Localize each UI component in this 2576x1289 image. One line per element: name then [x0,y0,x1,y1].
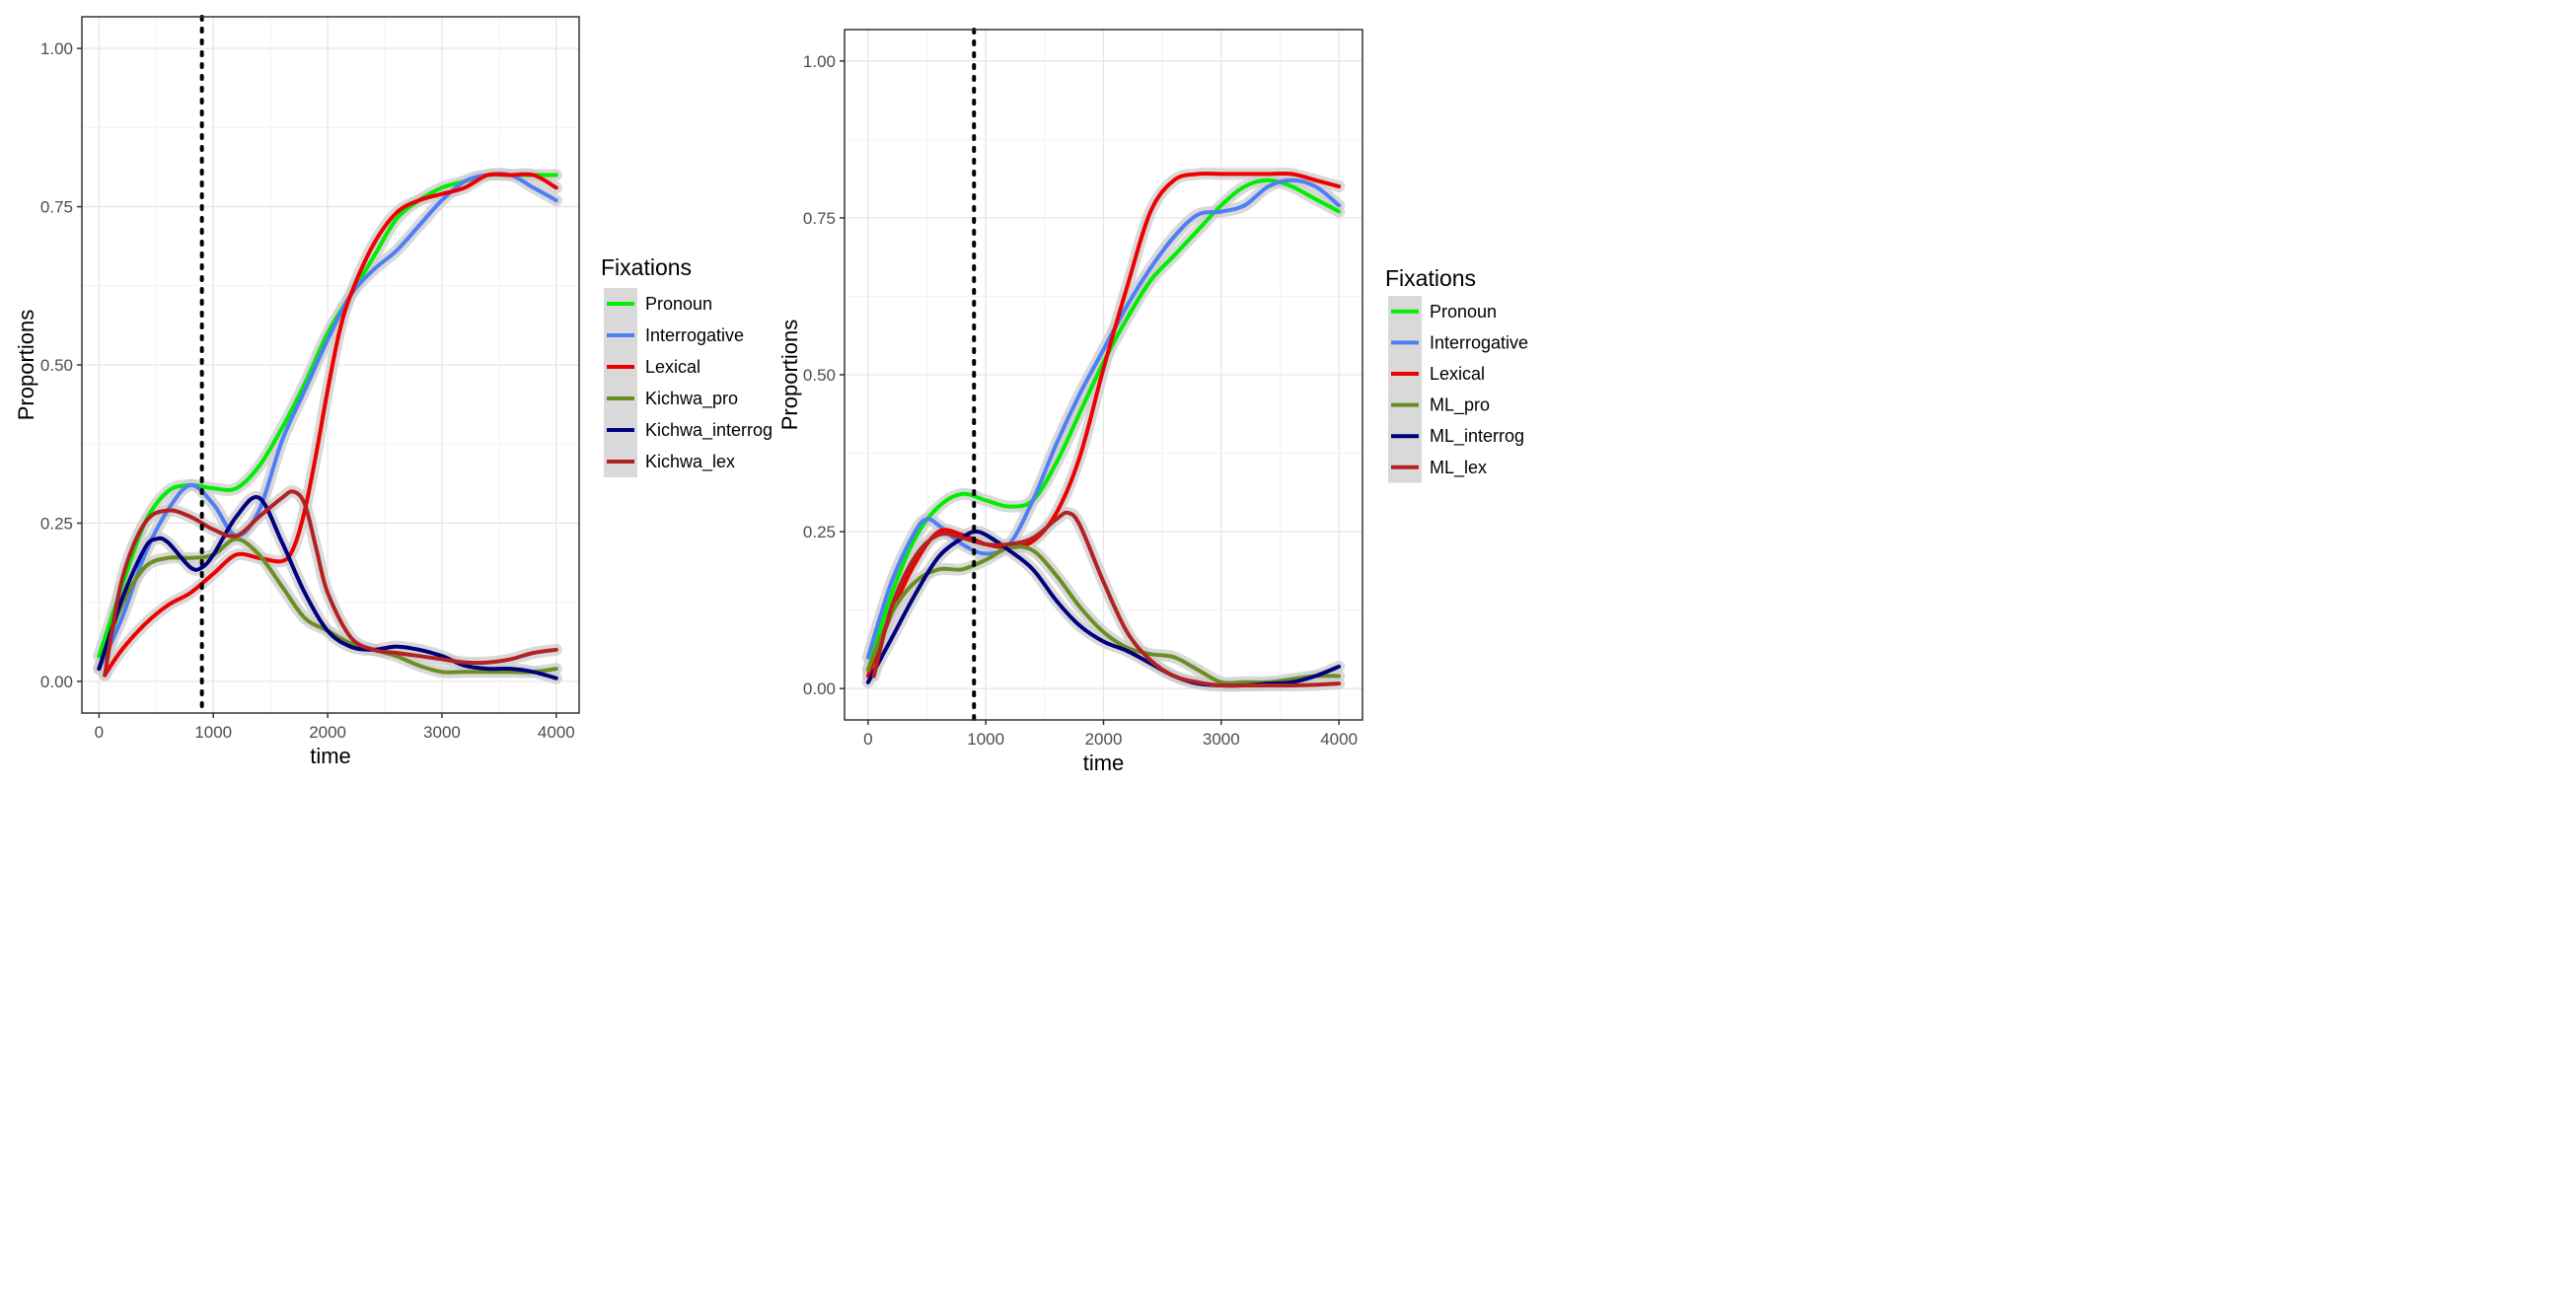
axis-ticks: 0.00 0.25 0.50 0.75 1.00 0 1000 2000 3000 4000 [803,52,1358,749]
x-tick-label: 3000 [1203,730,1240,749]
x-axis-title: time [310,744,351,768]
chart-ml: 0.00 0.25 0.50 0.75 1.00 0 1000 2000 3000 4000 tim… [777,28,1528,775]
legend-label: ML_interrog [1430,426,1524,447]
x-tick-label: 4000 [1320,730,1358,749]
y-tick-label: 0.75 [803,209,836,228]
series-line-ml_lex [871,510,1342,688]
y-tick-label: 1.00 [40,39,73,58]
legend: Fixations Pronoun Interrogative Lexical Kich… [601,254,773,477]
legend-label: Pronoun [1430,302,1497,322]
y-axis-title: Proportions [777,320,802,431]
y-tick-label: 0.75 [40,198,73,217]
legend-label: Lexical [645,357,700,377]
legend-label: Kichwa_pro [645,389,738,409]
legend: Fixations Pronoun Interrogative Lexical ML_p… [1385,265,1528,483]
y-tick-label: 0.25 [803,523,836,541]
x-tick-label: 0 [863,730,872,749]
x-axis-title: time [1083,751,1125,775]
legend-label: ML_lex [1430,458,1487,478]
legend-label: Kichwa_interrog [645,420,773,441]
x-tick-label: 0 [95,723,104,742]
legend-label: Interrogative [1430,332,1528,352]
legend-title: Fixations [601,254,692,280]
chart-kichwa: 0.00 0.25 0.50 0.75 1.00 0 1000 2000 3000 4000 tim… [14,15,773,768]
x-tick-label: 1000 [967,730,1004,749]
series-line-interrogative [865,178,1342,660]
y-tick-label: 0.00 [803,680,836,698]
legend-label: Interrogative [645,325,744,345]
legend-label: Kichwa_lex [645,452,735,472]
series-line-lexical [865,171,1342,679]
x-tick-label: 4000 [538,723,575,742]
y-tick-label: 0.25 [40,514,73,533]
y-tick-label: 0.50 [803,366,836,385]
series-line-kichwa_lex [103,489,558,678]
legend-label: ML_pro [1430,395,1490,416]
x-tick-label: 1000 [194,723,232,742]
axis-ticks: 0.00 0.25 0.50 0.75 1.00 0 1000 2000 3000 4000 [40,39,575,742]
series-line-interrogative [97,172,558,672]
series-line-kichwa_interrog [97,495,558,680]
legend-title: Fixations [1385,265,1476,291]
x-tick-label: 3000 [423,723,461,742]
x-tick-label: 2000 [1085,730,1123,749]
y-tick-label: 0.00 [40,673,73,691]
y-tick-label: 1.00 [803,52,836,71]
y-axis-title: Proportions [14,310,38,421]
series-group [93,168,562,684]
legend-label: Lexical [1430,364,1485,384]
series-line-lexical [103,172,558,678]
x-tick-label: 2000 [309,723,346,742]
y-tick-label: 0.50 [40,356,73,375]
series-group [861,167,1346,692]
legend-label: Pronoun [645,294,712,314]
